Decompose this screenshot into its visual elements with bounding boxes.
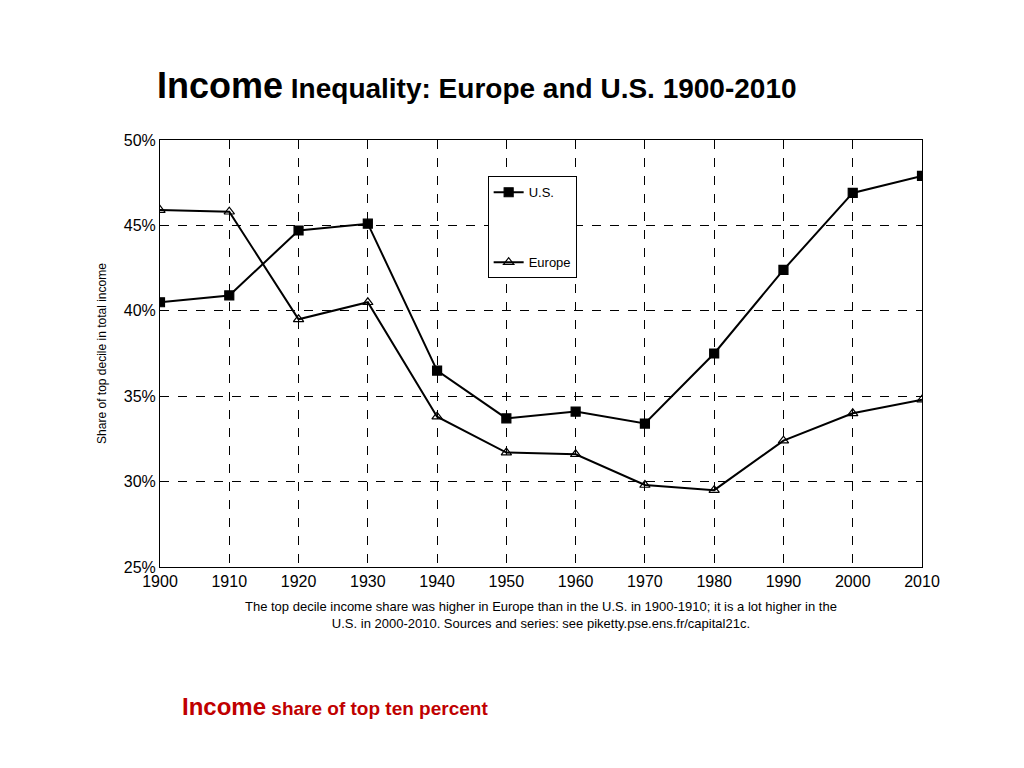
svg-text:1980: 1980 [696, 573, 732, 590]
svg-text:1990: 1990 [766, 573, 802, 590]
svg-text:The top decile income share wa: The top decile income share was higher i… [245, 599, 837, 631]
svg-text:30%: 30% [124, 473, 156, 490]
svg-text:1900: 1900 [142, 573, 178, 590]
svg-text:1960: 1960 [558, 573, 594, 590]
svg-text:2010: 2010 [904, 573, 940, 590]
svg-text:U.S.: U.S. [529, 185, 554, 200]
svg-text:50%: 50% [124, 132, 156, 149]
svg-text:1930: 1930 [350, 573, 386, 590]
svg-text:1940: 1940 [419, 573, 455, 590]
svg-text:25%: 25% [124, 559, 156, 576]
svg-text:Europe: Europe [529, 255, 571, 270]
svg-text:2000: 2000 [835, 573, 871, 590]
svg-text:1920: 1920 [281, 573, 317, 590]
svg-text:35%: 35% [124, 388, 156, 405]
svg-text:Share of top decile in total i: Share of top decile in total income [95, 263, 109, 444]
svg-text:1950: 1950 [489, 573, 525, 590]
svg-text:1970: 1970 [627, 573, 663, 590]
svg-text:Income Inequality: Europe and: Income Inequality: Europe and U.S. 1900-… [157, 65, 797, 106]
svg-text:Income share of top ten percen: Income share of top ten percent [182, 693, 488, 720]
svg-text:1910: 1910 [211, 573, 247, 590]
svg-text:45%: 45% [124, 217, 156, 234]
svg-text:40%: 40% [124, 302, 156, 319]
